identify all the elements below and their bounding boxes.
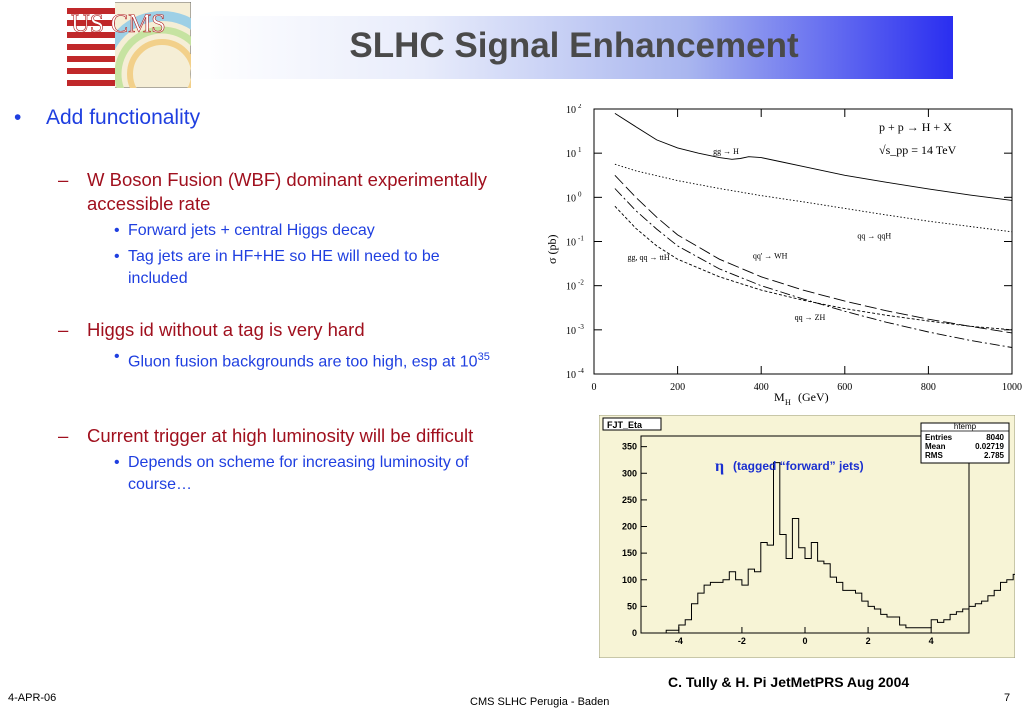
bullet-level2: – Current trigger at high luminosity will… [58,425,474,447]
stats-label: Mean [925,442,946,451]
stats-value: 0.02719 [975,442,1004,451]
series-line [614,163,1013,233]
series-label: qq → ZH [795,313,826,322]
x-tick-label: 200 [670,382,685,393]
y-tick-label: 10 [566,105,576,116]
stats-title: htemp [954,422,977,431]
y-tick-label: 10 [566,282,576,293]
histogram-outline [647,462,1015,634]
y-tick-exponent: 2 [578,104,582,110]
footer-title: CMS SLHC Perugia - Baden [470,696,610,708]
eta-symbol: η [715,458,724,475]
page-number: 7 [1004,692,1011,704]
y-tick-label: 350 [622,442,637,452]
x-tick-label: 1000 [1002,382,1022,393]
bullet-level3: • Tag jets are in HF+HE so HE will need t… [114,248,440,287]
series-label: gg, qq → ttH [627,253,669,262]
x-axis-label: M H (GeV) [774,390,829,407]
y-tick-exponent: 1 [578,146,582,154]
y-tick-label: 10 [566,193,576,204]
y-tick-label: 200 [622,522,637,532]
y-tick-label: 150 [622,548,637,558]
bullet-level2: – Higgs id without a tag is very hard [58,319,365,340]
series-line [614,113,1013,201]
stats-label: RMS [925,451,943,460]
series-label: gg → H [713,147,739,156]
stats-value: 8040 [986,433,1004,442]
bullet-level3: • Forward jets + central Higgs decay [114,222,375,239]
bullet-level2: – W Boson Fusion (WBF) dominant experimen… [58,169,487,214]
footer-date: 4-APR-06 [8,692,57,704]
slide-title: SLHC Signal Enhancement [349,26,799,65]
x-tick-label: 400 [754,382,769,393]
y-tick-label: 10 [566,326,576,337]
svg-text:(GeV): (GeV) [798,390,829,404]
y-tick-label: 10 [566,149,576,160]
series-label: qq' → WH [753,251,788,260]
stats-box: htemp Entries 8040 Mean 0.02719 RMS 2.78… [920,422,1010,464]
x-tick-label: 2 [866,636,871,646]
annotation-process: p + p → H + X [879,120,952,134]
stats-label: Entries [925,433,953,442]
us-cms-logo: US CMS [67,2,191,88]
hist-title: FJT_Eta [607,420,643,430]
stats-value: 2.785 [984,451,1005,460]
x-tick-label: -2 [738,636,746,646]
y-tick-exponent: -2 [578,279,584,287]
y-tick-exponent: -3 [578,323,584,331]
x-tick-label: 0 [592,382,597,393]
y-tick-label: 0 [632,628,637,638]
y-tick-exponent: 0 [578,190,582,198]
plot-frame [640,435,970,634]
title-bar: SLHC Signal Enhancement [195,16,953,79]
x-tick-label: 4 [929,636,934,646]
eta-histogram: FJT_Eta -4 -2 0 2 4 0 50 100 150 200 250 300 350 hte… [599,415,1015,658]
series-label: qq → qqH [857,231,891,240]
bullet-level1: • Add functionality [14,106,201,129]
y-tick-label: 300 [622,468,637,478]
x-tick-label: 800 [921,382,936,393]
x-tick-label: 0 [802,636,807,646]
y-tick-label: 50 [627,601,637,611]
bullet-level3: • Depends on scheme for increasing lumino… [114,454,469,494]
bullet-level3: • Gluon fusion backgrounds are too high, … [114,348,490,371]
credit-line: C. Tully & H. Pi JetMetPRS Aug 2004 [668,674,910,690]
x-tick-label: -4 [675,636,683,646]
y-tick-label: 250 [622,495,637,505]
svg-text:M: M [774,390,785,404]
series-line [614,174,1013,334]
y-tick-exponent: -4 [578,367,584,375]
y-axis-label: σ (pb) [545,235,559,264]
series-line [614,188,1013,348]
hist-annotation: (tagged “forward” jets) [733,459,864,473]
y-tick-label: 100 [622,575,637,585]
bullet-list: • Add functionality – W Boson Fusion (WBF)… [14,106,554,496]
hist-title-box [602,417,662,431]
y-tick-label: 10 [566,370,576,381]
y-tick-exponent: -1 [578,235,584,243]
y-tick-label: 10 [566,238,576,249]
svg-text:H: H [785,398,791,407]
x-tick-label: 600 [837,382,852,393]
logo-text: US CMS [71,9,166,38]
annotation-energy: √s_pp = 14 TeV [879,143,957,157]
